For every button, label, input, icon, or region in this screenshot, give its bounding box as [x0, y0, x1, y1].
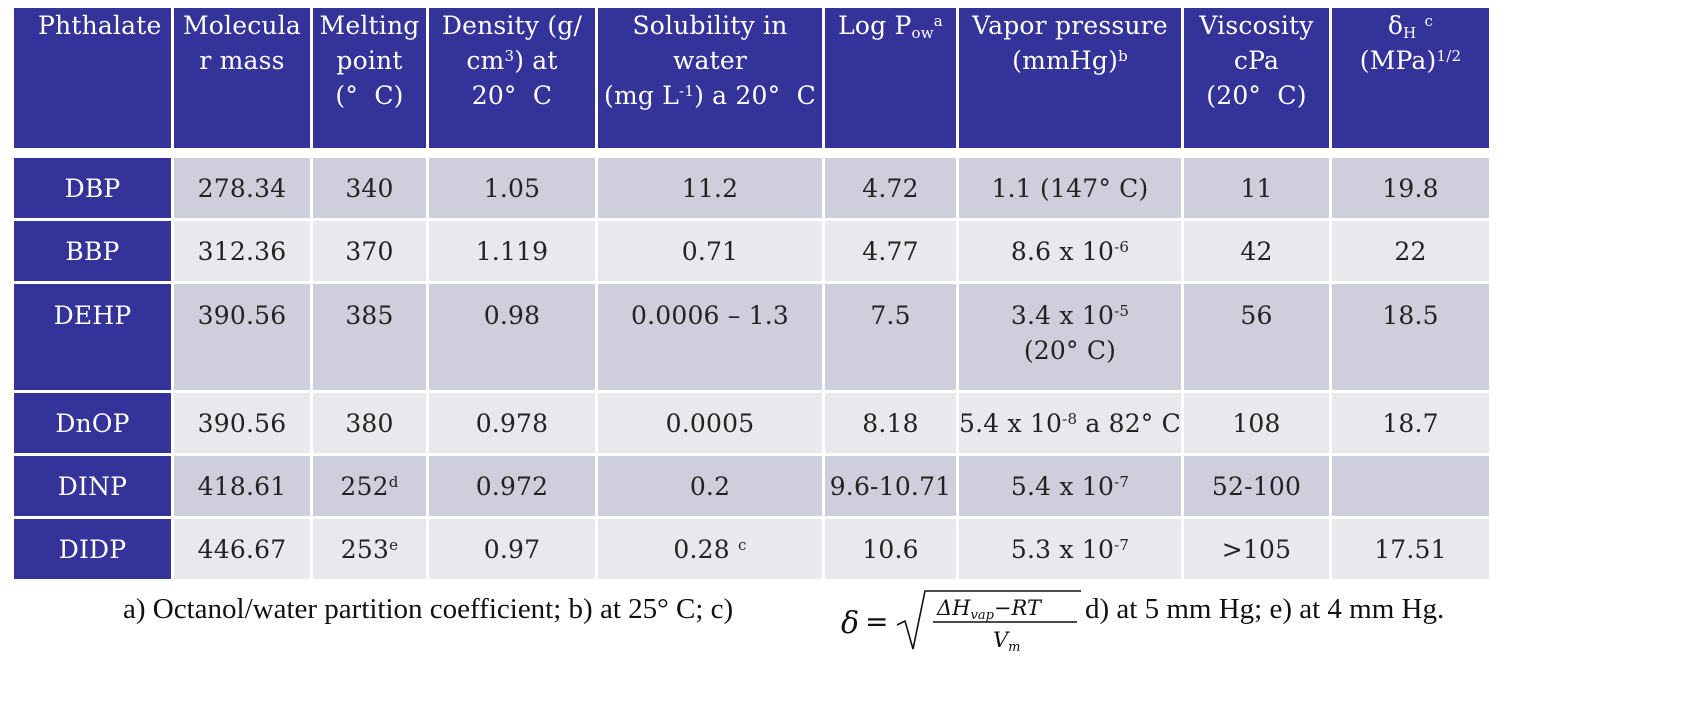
- cell-density: 0.972: [429, 456, 595, 516]
- cell-melting-point: 380: [313, 393, 426, 453]
- cell-solubility: 11.2: [598, 158, 822, 218]
- cell-solubility: 0.71: [598, 221, 822, 281]
- phthalate-name: DEHP: [14, 284, 171, 390]
- formula-lhs: δ: [841, 606, 859, 641]
- cell-density: 0.98: [429, 284, 595, 390]
- formula-numerator: ΔHvap−RT: [936, 596, 1043, 623]
- cell-molecular-mass: 390.56: [174, 284, 310, 390]
- cell-vapor-pressure: 8.6 x 10-6: [959, 221, 1181, 281]
- cell-viscosity: >105: [1184, 519, 1329, 579]
- cell-melting-point: 340: [313, 158, 426, 218]
- cell-log-pow: 8.18: [825, 393, 956, 453]
- phthalate-name: BBP: [14, 221, 171, 281]
- footnote-part1: a) Octanol/water partition coefficient; …: [123, 593, 734, 625]
- phthalate-properties-table: Phthalate Molecula r mass Melting point (° …: [11, 5, 1492, 582]
- cell-vapor-pressure: 5.4 x 10-8 a 82° C: [959, 393, 1181, 453]
- cell-log-pow: 4.77: [825, 221, 956, 281]
- cell-log-pow: 4.72: [825, 158, 956, 218]
- header-solubility: Solubility in water (mg L-1) a 20° C: [598, 8, 822, 148]
- cell-melting-point: 385: [313, 284, 426, 390]
- header-gap: [14, 151, 1489, 155]
- header-log-pow: Log Powa: [825, 8, 956, 148]
- table-row: DEHP 390.56 385 0.98 0.0006 – 1.3 7.5 3.4 x 10…: [14, 284, 1489, 390]
- cell-solubility: 0.2: [598, 456, 822, 516]
- header-density: Density (g/cm3) at 20° C: [429, 8, 595, 148]
- cell-solubility: 0.28 c: [598, 519, 822, 579]
- cell-melting-point: 370: [313, 221, 426, 281]
- table-row: DINP 418.61 252d 0.972 0.2 9.6-10.71 5.4 x 10-…: [14, 456, 1489, 516]
- cell-delta-h: [1332, 456, 1489, 516]
- table-row: DnOP 390.56 380 0.978 0.0005 8.18 5.4 x 10-8 a…: [14, 393, 1489, 453]
- cell-log-pow: 10.6: [825, 519, 956, 579]
- phthalate-name: DnOP: [14, 393, 171, 453]
- cell-molecular-mass: 312.36: [174, 221, 310, 281]
- cell-log-pow: 9.6-10.71: [825, 456, 956, 516]
- header-phthalate: Phthalate: [14, 8, 171, 148]
- cell-density: 1.05: [429, 158, 595, 218]
- cell-vapor-pressure: 1.1 (147° C): [959, 158, 1181, 218]
- cell-delta-h: 17.51: [1332, 519, 1489, 579]
- cell-melting-point: 252d: [313, 456, 426, 516]
- header-molecular-mass: Molecula r mass: [174, 8, 310, 148]
- cell-delta-h: 19.8: [1332, 158, 1489, 218]
- footnote-part2: d) at 5 mm Hg; e) at 4 mm Hg.: [1085, 593, 1445, 625]
- cell-log-pow: 7.5: [825, 284, 956, 390]
- header-delta-h: δH c (MPa)1/2: [1332, 8, 1489, 148]
- phthalate-name: DIDP: [14, 519, 171, 579]
- formula-equals: =: [865, 605, 888, 638]
- cell-molecular-mass: 278.34: [174, 158, 310, 218]
- header-row: Phthalate Molecula r mass Melting point (° …: [14, 8, 1489, 148]
- header-vapor-pressure: Vapor pressure (mmHg)b: [959, 8, 1181, 148]
- cell-density: 1.119: [429, 221, 595, 281]
- header-melting-point: Melting point (° C): [313, 8, 426, 148]
- cell-density: 0.97: [429, 519, 595, 579]
- cell-solubility: 0.0005: [598, 393, 822, 453]
- cell-melting-point: 253e: [313, 519, 426, 579]
- cell-vapor-pressure: 5.3 x 10-7: [959, 519, 1181, 579]
- cell-molecular-mass: 418.61: [174, 456, 310, 516]
- cell-viscosity: 11: [1184, 158, 1329, 218]
- cell-delta-h: 18.7: [1332, 393, 1489, 453]
- sqrt-sign: [896, 590, 1081, 650]
- table-row: DIDP 446.67 253e 0.97 0.28 c 10.6 5.3 x 10-7 >1…: [14, 519, 1489, 579]
- cell-molecular-mass: 446.67: [174, 519, 310, 579]
- cell-molecular-mass: 390.56: [174, 393, 310, 453]
- cell-viscosity: 108: [1184, 393, 1329, 453]
- cell-viscosity: 42: [1184, 221, 1329, 281]
- cell-viscosity: 52-100: [1184, 456, 1329, 516]
- phthalate-name: DBP: [14, 158, 171, 218]
- header-viscosity: Viscosity cPa (20° C): [1184, 8, 1329, 148]
- delta-formula: δ = ΔHvap−RT Vm: [841, 590, 1081, 655]
- cell-density: 0.978: [429, 393, 595, 453]
- table-row: BBP 312.36 370 1.119 0.71 4.77 8.6 x 10-6 42 22: [14, 221, 1489, 281]
- phthalate-name: DINP: [14, 456, 171, 516]
- cell-solubility: 0.0006 – 1.3: [598, 284, 822, 390]
- table-footnote: a) Octanol/water partition coefficient; …: [123, 585, 1683, 665]
- cell-vapor-pressure: 3.4 x 10-5 (20° C): [959, 284, 1181, 390]
- table-row: DBP 278.34 340 1.05 11.2 4.72 1.1 (147° C) 11 19…: [14, 158, 1489, 218]
- formula-denominator: Vm: [993, 628, 1021, 655]
- cell-delta-h: 18.5: [1332, 284, 1489, 390]
- cell-vapor-pressure: 5.4 x 10-7: [959, 456, 1181, 516]
- cell-viscosity: 56: [1184, 284, 1329, 390]
- cell-delta-h: 22: [1332, 221, 1489, 281]
